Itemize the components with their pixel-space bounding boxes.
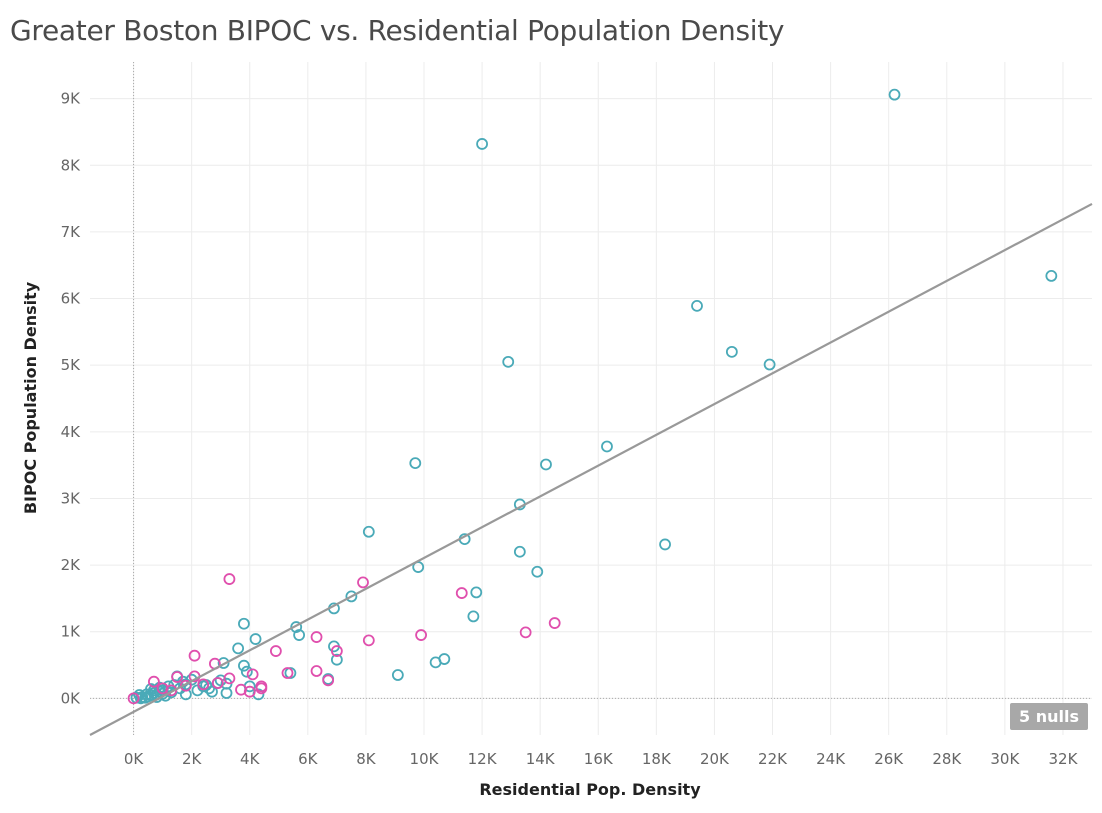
y-tick-label: 9K [61,90,82,108]
data-point-magenta[interactable] [156,682,169,695]
data-point-teal[interactable] [238,617,250,630]
data-point-teal[interactable] [214,674,227,687]
data-point-teal[interactable] [220,687,233,699]
x-tick-label: 20K [700,750,730,768]
zero-reference-lines [90,62,1092,735]
data-point-teal[interactable] [249,633,262,645]
data-point-teal[interactable] [763,358,776,371]
y-tick-label: 6K [61,290,82,308]
data-point-teal[interactable] [467,610,480,623]
data-point-teal[interactable] [540,458,552,471]
data-point-teal[interactable] [513,545,526,558]
y-tick-label: 7K [61,223,82,241]
data-point-magenta[interactable] [310,665,323,677]
chart-title: Greater Boston BIPOC vs. Residential Pop… [10,14,785,47]
data-point-teal[interactable] [391,669,404,681]
data-point-teal[interactable] [659,538,671,551]
x-tick-label: 8K [356,750,377,768]
data-point-magenta[interactable] [310,631,323,643]
data-point-magenta[interactable] [243,685,256,698]
data-point-teal[interactable] [476,138,488,150]
data-point-magenta[interactable] [197,678,210,691]
data-point-magenta[interactable] [322,674,335,687]
x-axis-label: Residential Pop. Density [479,780,701,799]
data-point-magenta[interactable] [127,692,140,705]
data-points [127,88,1058,705]
data-point-teal[interactable] [240,665,253,678]
data-point-magenta[interactable] [281,667,294,679]
data-point-teal[interactable] [691,299,703,312]
data-point-magenta[interactable] [357,576,369,589]
y-tick-label: 5K [61,356,82,374]
x-tick-label: 2K [182,750,203,768]
trend-line [89,202,1093,736]
x-tick-label: 24K [816,750,846,768]
data-point-teal[interactable] [502,355,515,368]
x-tick-label: 14K [526,750,556,768]
x-tick-label: 22K [758,750,788,768]
data-point-magenta[interactable] [147,675,160,688]
data-point-teal[interactable] [133,689,146,701]
data-point-magenta[interactable] [362,634,375,647]
data-point-magenta[interactable] [188,649,201,662]
data-point-teal[interactable] [217,657,230,669]
data-point-teal[interactable] [206,685,218,698]
data-point-magenta[interactable] [235,683,247,696]
y-tick-label: 0K [61,689,82,707]
y-axis-ticks: 0K 1K 2K 3K 4K 5K 6K 7K 8K 9K [61,90,82,708]
data-point-magenta[interactable] [211,677,224,689]
data-point-teal[interactable] [290,621,303,633]
data-point-magenta[interactable] [255,682,268,695]
data-point-teal[interactable] [330,653,343,666]
grid-lines [90,62,1092,735]
data-point-magenta[interactable] [223,573,236,585]
data-point-teal[interactable] [238,659,250,672]
data-point-teal[interactable] [409,457,422,470]
x-tick-label: 16K [584,750,614,768]
data-point-teal[interactable] [429,656,442,669]
data-point-magenta[interactable] [171,671,184,683]
x-tick-label: 18K [642,750,672,768]
data-point-magenta[interactable] [246,668,259,681]
nulls-indicator-badge[interactable]: 5 nulls [1010,703,1088,730]
y-tick-label: 8K [61,156,82,174]
y-tick-label: 3K [61,489,82,507]
y-axis-label: BIPOC Population Density [21,281,40,514]
data-point-teal[interactable] [362,525,375,538]
x-tick-label: 6K [298,750,319,768]
data-point-teal[interactable] [293,629,306,641]
x-tick-label: 26K [874,750,904,768]
data-point-magenta[interactable] [455,587,468,599]
x-tick-label: 28K [932,750,962,768]
x-tick-label: 4K [240,750,261,768]
data-point-magenta[interactable] [269,645,282,657]
x-tick-label: 30K [990,750,1020,768]
data-point-teal[interactable] [725,345,738,358]
y-tick-label: 4K [61,423,82,441]
x-tick-label: 12K [468,750,498,768]
data-point-teal[interactable] [601,440,613,453]
x-tick-label: 32K [1048,750,1078,768]
data-point-teal[interactable] [232,642,245,655]
data-point-teal[interactable] [531,565,544,578]
data-point-magenta[interactable] [223,672,236,685]
data-point-teal[interactable] [345,590,358,603]
x-tick-label: 10K [410,750,440,768]
data-point-teal[interactable] [1045,269,1058,282]
data-point-teal[interactable] [888,88,901,101]
y-tick-label: 2K [61,556,82,574]
y-tick-label: 1K [61,623,82,641]
data-point-magenta[interactable] [330,645,343,657]
data-point-magenta[interactable] [548,617,561,629]
x-tick-label: 0K [124,750,145,768]
x-axis-ticks: 0K 2K 4K 6K 8K 10K 12K 14K 16K 18K 20K 22K 24K 26K 28K… [124,750,1079,768]
data-point-teal[interactable] [470,586,483,599]
data-point-magenta[interactable] [519,626,532,639]
data-point-magenta[interactable] [415,629,427,641]
